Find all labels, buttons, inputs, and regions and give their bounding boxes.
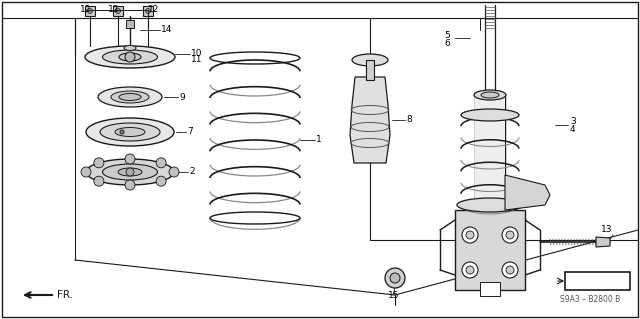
Ellipse shape [481, 92, 499, 98]
Circle shape [462, 227, 478, 243]
Ellipse shape [352, 54, 388, 66]
Circle shape [125, 154, 135, 164]
Text: B-27: B-27 [583, 276, 612, 286]
Text: 12: 12 [80, 4, 92, 13]
Text: 7: 7 [187, 128, 193, 137]
Text: 2: 2 [189, 167, 195, 176]
Bar [565, 272, 630, 290]
Text: 12: 12 [108, 4, 120, 13]
Ellipse shape [474, 90, 506, 100]
Circle shape [462, 262, 478, 278]
Polygon shape [505, 175, 550, 210]
Polygon shape [143, 6, 153, 16]
Text: 12: 12 [148, 4, 159, 13]
Text: 13: 13 [601, 226, 612, 234]
Ellipse shape [119, 53, 141, 61]
Circle shape [115, 9, 120, 13]
Ellipse shape [111, 91, 149, 103]
Circle shape [126, 168, 134, 176]
Text: 5: 5 [444, 32, 450, 41]
Polygon shape [596, 237, 610, 247]
Ellipse shape [86, 118, 174, 146]
Circle shape [156, 176, 166, 186]
Circle shape [94, 176, 104, 186]
Bar [455, 210, 525, 290]
Text: 8: 8 [406, 115, 412, 124]
Circle shape [145, 9, 150, 13]
Circle shape [94, 158, 104, 168]
Text: 15: 15 [388, 291, 399, 300]
Circle shape [88, 9, 93, 13]
Bar [480, 282, 500, 296]
Text: 6: 6 [444, 39, 450, 48]
Circle shape [502, 227, 518, 243]
Bar [475, 95, 505, 210]
Ellipse shape [124, 46, 136, 50]
Text: 14: 14 [161, 26, 172, 34]
Text: S9A3 – B2800 B: S9A3 – B2800 B [560, 295, 620, 305]
Circle shape [125, 180, 135, 190]
Circle shape [466, 231, 474, 239]
Text: 10: 10 [191, 49, 202, 58]
Ellipse shape [98, 87, 162, 107]
Polygon shape [126, 20, 134, 28]
Circle shape [390, 273, 400, 283]
Circle shape [156, 158, 166, 168]
Ellipse shape [102, 50, 157, 64]
Circle shape [125, 52, 135, 62]
Circle shape [506, 231, 514, 239]
Text: 4: 4 [570, 125, 575, 135]
Polygon shape [350, 77, 390, 163]
Circle shape [81, 167, 91, 177]
Circle shape [169, 167, 179, 177]
Ellipse shape [118, 168, 142, 176]
Ellipse shape [457, 198, 523, 212]
Text: 11: 11 [191, 56, 202, 64]
Circle shape [385, 268, 405, 288]
Ellipse shape [461, 109, 519, 121]
Text: 1: 1 [316, 136, 322, 145]
Polygon shape [366, 60, 374, 80]
Text: FR.: FR. [57, 290, 73, 300]
Ellipse shape [115, 128, 145, 137]
Polygon shape [85, 6, 95, 16]
Ellipse shape [85, 46, 175, 68]
Circle shape [502, 262, 518, 278]
Ellipse shape [86, 159, 174, 185]
Circle shape [120, 130, 124, 134]
Text: 3: 3 [570, 117, 576, 127]
Circle shape [506, 266, 514, 274]
Text: 9: 9 [179, 93, 185, 101]
Ellipse shape [102, 164, 157, 180]
Ellipse shape [119, 93, 141, 100]
Polygon shape [113, 6, 123, 16]
Circle shape [466, 266, 474, 274]
Ellipse shape [100, 123, 160, 141]
